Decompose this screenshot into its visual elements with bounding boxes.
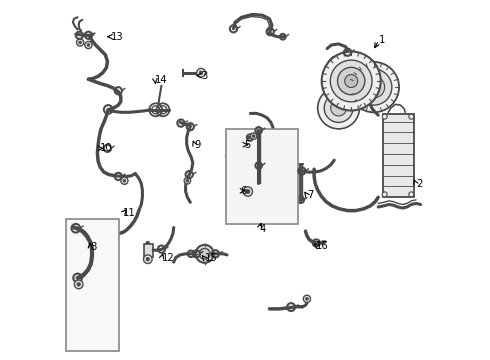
- Circle shape: [196, 245, 214, 263]
- Circle shape: [324, 94, 353, 122]
- Circle shape: [363, 76, 385, 98]
- Circle shape: [305, 297, 308, 300]
- Circle shape: [184, 177, 191, 184]
- Circle shape: [76, 39, 84, 46]
- Circle shape: [349, 62, 399, 112]
- Bar: [66, 219, 119, 351]
- Bar: [383, 114, 414, 197]
- Circle shape: [250, 133, 257, 139]
- Circle shape: [146, 257, 149, 261]
- Circle shape: [409, 192, 414, 197]
- Circle shape: [197, 68, 205, 77]
- Text: 4: 4: [259, 224, 266, 234]
- Text: 12: 12: [162, 253, 174, 264]
- Circle shape: [382, 192, 387, 197]
- Circle shape: [252, 135, 255, 138]
- Text: 5: 5: [245, 140, 251, 150]
- Text: 9: 9: [195, 140, 201, 150]
- Text: 14: 14: [155, 75, 168, 85]
- Text: 15: 15: [205, 253, 218, 264]
- Circle shape: [321, 51, 381, 111]
- Circle shape: [85, 41, 92, 49]
- Circle shape: [245, 189, 250, 194]
- Text: 2: 2: [416, 179, 422, 189]
- Circle shape: [144, 255, 152, 264]
- Circle shape: [123, 179, 126, 182]
- Text: 7: 7: [307, 190, 313, 200]
- Text: 16: 16: [316, 240, 329, 251]
- Circle shape: [243, 187, 252, 196]
- Circle shape: [199, 248, 210, 259]
- Circle shape: [121, 177, 128, 184]
- Circle shape: [303, 295, 311, 302]
- Bar: [144, 244, 153, 257]
- Text: 3: 3: [201, 71, 207, 81]
- Circle shape: [318, 87, 360, 129]
- Text: 10: 10: [100, 143, 113, 153]
- Circle shape: [331, 100, 346, 116]
- Circle shape: [186, 179, 189, 182]
- Circle shape: [409, 114, 414, 119]
- Circle shape: [74, 280, 83, 289]
- Text: 13: 13: [111, 32, 123, 42]
- Bar: [226, 129, 297, 224]
- Text: 8: 8: [90, 242, 97, 252]
- Circle shape: [338, 67, 365, 95]
- Circle shape: [345, 75, 358, 87]
- Circle shape: [382, 114, 387, 119]
- Circle shape: [199, 71, 203, 75]
- Circle shape: [330, 60, 372, 102]
- Circle shape: [87, 44, 90, 46]
- Text: 1: 1: [379, 35, 385, 45]
- Text: 6: 6: [240, 186, 246, 196]
- Text: 11: 11: [123, 208, 136, 218]
- Circle shape: [77, 283, 80, 286]
- Circle shape: [356, 69, 392, 105]
- Circle shape: [79, 41, 81, 44]
